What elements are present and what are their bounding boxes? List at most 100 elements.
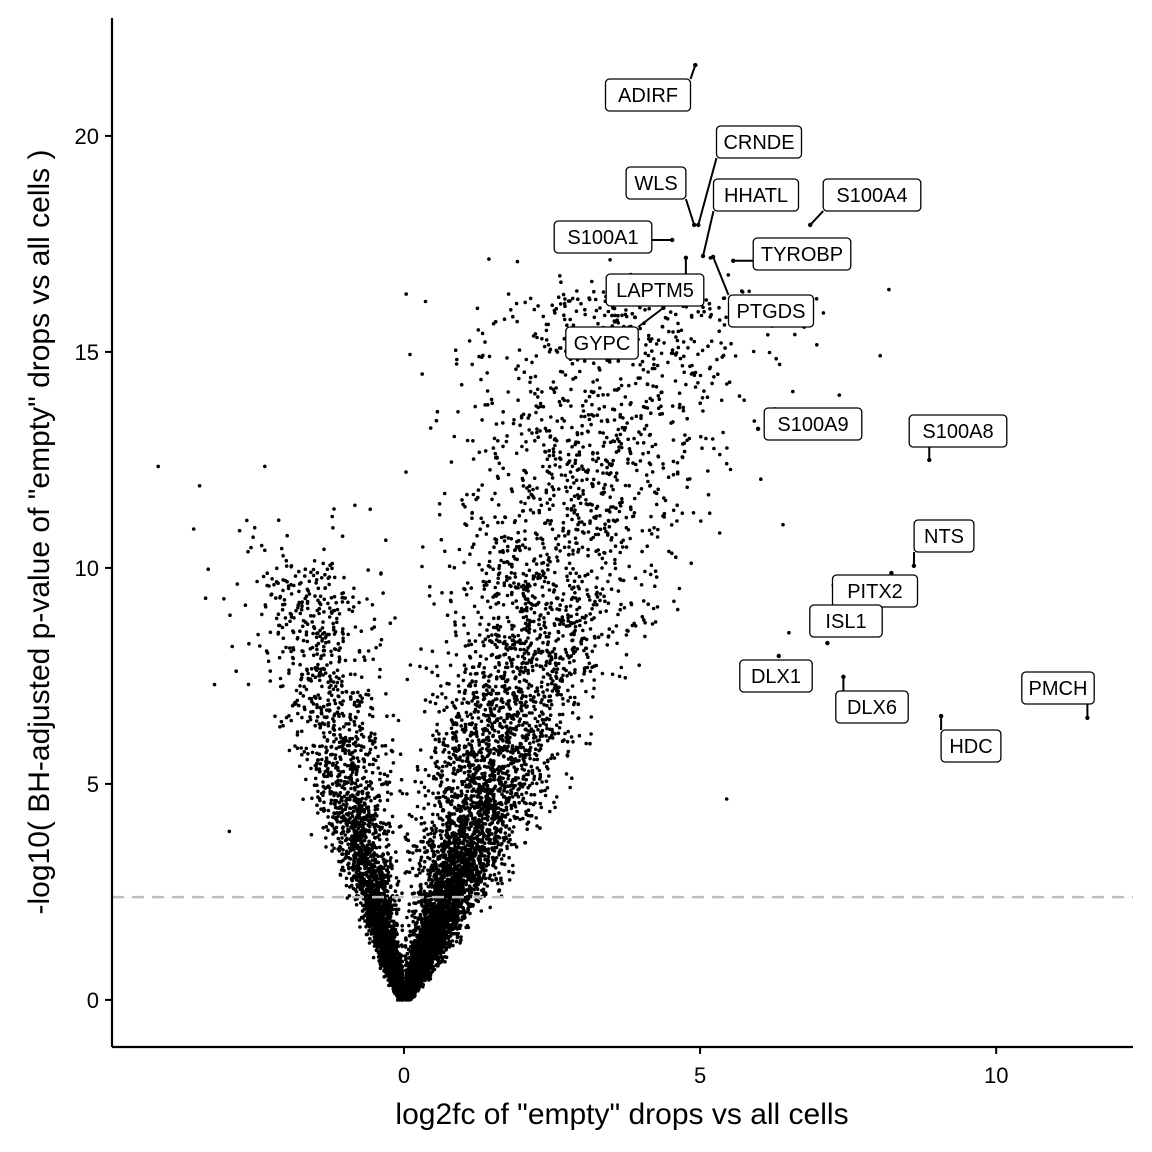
data-point — [553, 570, 557, 575]
data-point — [493, 834, 498, 838]
data-point — [498, 550, 502, 554]
data-point — [493, 585, 498, 590]
data-point — [544, 634, 549, 639]
data-point — [533, 391, 537, 396]
data-point — [519, 606, 524, 611]
data-point — [611, 487, 615, 492]
data-point — [505, 812, 510, 816]
data-point — [670, 551, 674, 555]
data-point — [539, 627, 543, 631]
data-point — [418, 883, 423, 888]
data-point — [729, 341, 733, 346]
data-point — [538, 576, 542, 580]
data-point — [568, 470, 573, 474]
data-point — [423, 859, 427, 864]
data-point — [644, 399, 649, 404]
data-point — [469, 796, 473, 800]
data-point — [429, 845, 434, 850]
data-point — [523, 501, 527, 506]
data-point — [438, 783, 443, 787]
data-point — [410, 814, 414, 819]
data-point — [532, 733, 536, 737]
data-point — [478, 622, 482, 626]
data-point — [696, 381, 700, 385]
data-point — [541, 667, 546, 672]
data-point — [443, 760, 447, 764]
data-point — [791, 389, 795, 394]
data-point — [733, 354, 738, 358]
data-point — [456, 673, 461, 678]
data-point — [440, 769, 444, 773]
data-point — [496, 600, 501, 605]
data-point — [419, 647, 423, 651]
data-point — [403, 957, 408, 962]
data-point — [580, 431, 584, 436]
data-point — [512, 765, 516, 769]
data-point — [516, 364, 520, 368]
data-point — [542, 616, 546, 620]
data-point — [416, 916, 420, 920]
data-point — [553, 655, 558, 660]
data-point — [654, 575, 659, 579]
data-point — [554, 723, 559, 727]
data-point — [445, 824, 449, 829]
data-point — [656, 338, 661, 343]
data-point — [456, 841, 461, 846]
data-point — [533, 747, 538, 751]
data-point — [887, 287, 891, 292]
data-point — [407, 870, 412, 874]
data-point — [487, 700, 492, 704]
data-point — [699, 519, 703, 523]
data-point — [510, 601, 515, 605]
data-point — [616, 589, 621, 593]
data-point — [546, 611, 550, 615]
data-point — [506, 472, 511, 477]
data-point — [530, 781, 535, 785]
data-point — [552, 588, 557, 592]
data-point — [505, 560, 509, 564]
data-point — [588, 443, 592, 448]
data-point — [699, 434, 703, 439]
data-point — [535, 766, 540, 770]
data-point — [633, 381, 638, 386]
data-point — [525, 605, 529, 610]
data-point — [598, 386, 602, 390]
data-point — [573, 536, 578, 540]
data-point — [610, 536, 614, 540]
data-point — [564, 668, 568, 673]
data-point — [648, 462, 653, 467]
data-point — [497, 566, 501, 571]
data-point — [566, 299, 571, 303]
data-point — [476, 700, 480, 704]
data-point — [576, 716, 581, 720]
data-point — [422, 889, 427, 894]
data-point — [486, 691, 491, 695]
data-point — [474, 679, 478, 684]
data-point — [561, 657, 565, 661]
data-point — [589, 422, 593, 427]
data-point — [572, 700, 577, 705]
data-point — [543, 625, 548, 630]
data-point — [571, 552, 575, 556]
data-point — [614, 471, 619, 476]
data-point — [610, 462, 614, 466]
data-point — [471, 457, 476, 461]
data-point — [434, 418, 439, 423]
data-point — [435, 409, 440, 414]
data-point — [573, 508, 577, 512]
data-point — [777, 362, 782, 367]
data-point — [580, 478, 584, 483]
data-point — [652, 362, 656, 367]
data-point — [715, 357, 719, 362]
data-point — [509, 537, 514, 541]
data-point — [641, 451, 645, 456]
data-point — [522, 753, 526, 758]
data-point — [511, 314, 515, 319]
data-point — [698, 401, 702, 406]
data-point — [527, 749, 531, 754]
data-point — [415, 873, 420, 878]
data-point — [468, 552, 472, 556]
data-point — [815, 343, 819, 347]
data-point — [558, 549, 562, 553]
data-point — [501, 550, 506, 555]
